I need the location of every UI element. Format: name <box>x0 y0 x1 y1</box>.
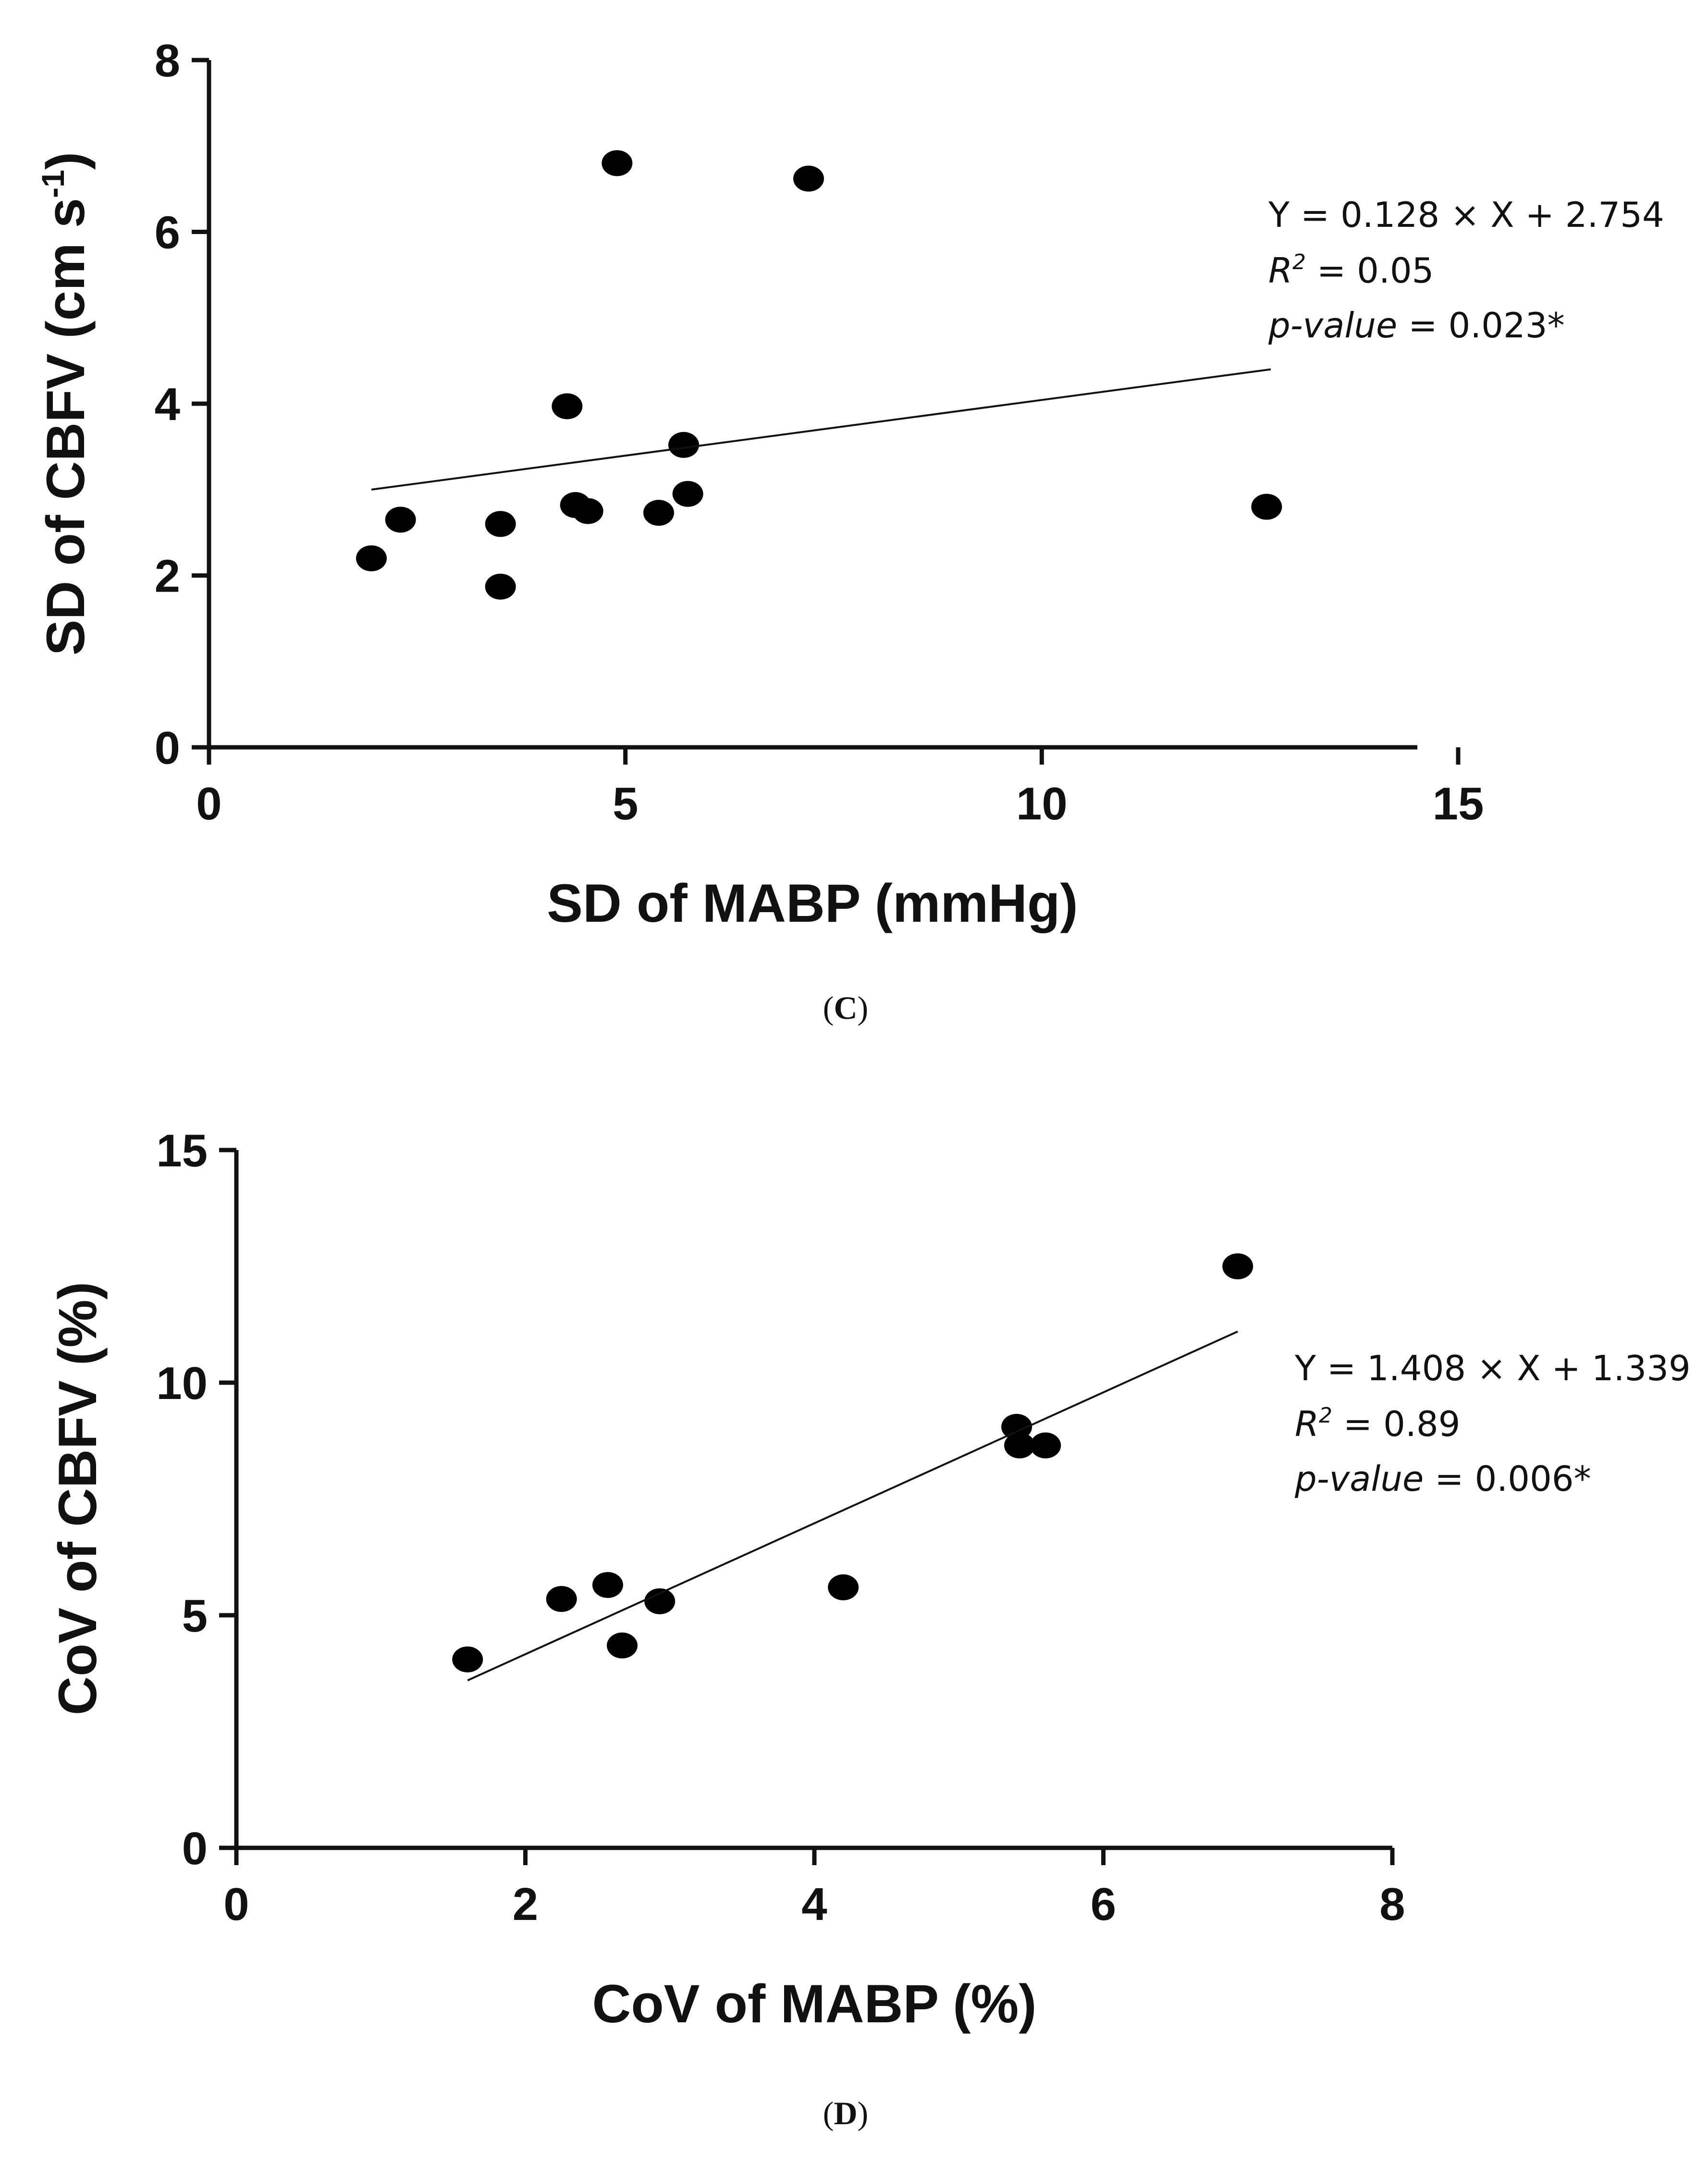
c-y-tick-label-8: 8 <box>155 35 180 87</box>
d-r-squared-label: R <box>1295 1404 1319 1444</box>
d-regression-annotation: Y = 1.408 × X + 1.339 R2 = 0.89 p-value … <box>1294 1348 1691 1499</box>
c-p-value-value: = 0.023* <box>1397 305 1564 346</box>
d-equation: Y = 1.408 × X + 1.339 <box>1294 1348 1691 1388</box>
c-data-point-11 <box>672 481 703 507</box>
d-data-point-6 <box>828 1574 859 1600</box>
c-panel-label: (C) <box>823 990 868 1026</box>
d-data-point-2 <box>546 1586 577 1612</box>
d-x-axis-title: CoV of MABP (%) <box>592 1974 1037 2034</box>
c-r-squared-sup: 2 <box>1292 250 1306 274</box>
c-r-squared: R2 = 0.05 <box>1268 250 1434 291</box>
c-p-value-label: p-value <box>1268 305 1397 346</box>
d-x-tick-label-0: 0 <box>223 1879 249 1930</box>
d-data-point-3 <box>592 1572 623 1598</box>
c-x-tick-label-10: 10 <box>1016 778 1068 829</box>
c-r-squared-label: R <box>1268 250 1292 291</box>
c-p-value: p-value = 0.023* <box>1268 305 1565 346</box>
d-r-squared-sup: 2 <box>1319 1403 1332 1428</box>
c-data-points <box>356 150 1282 600</box>
c-data-point-4 <box>485 573 516 600</box>
c-axis-ticks: 0 5 10 15 0 2 4 6 8 <box>155 35 1484 829</box>
d-r-squared-value: = 0.89 <box>1332 1404 1460 1444</box>
d-data-points <box>452 1253 1253 1672</box>
d-data-point-9 <box>1030 1432 1061 1459</box>
c-data-point-9 <box>643 500 674 526</box>
c-y-tick-label-2: 2 <box>155 551 180 602</box>
c-y-axis-title: SD of CBFV (cm s-1) <box>35 152 96 656</box>
c-data-point-8 <box>602 150 633 176</box>
d-data-point-1 <box>452 1646 483 1672</box>
c-regression-line <box>371 368 1271 491</box>
d-data-point-5 <box>644 1588 676 1614</box>
d-p-value-value: = 0.006* <box>1424 1459 1591 1499</box>
c-y-axis-title-main: SD of CBFV (cm s <box>36 198 96 656</box>
c-y-tick-label-4: 4 <box>155 379 180 430</box>
c-data-point-12 <box>793 165 824 192</box>
d-regression-line <box>467 1330 1239 1682</box>
c-y-axis-title-superscript: -1 <box>35 170 71 198</box>
d-panel-letter: D <box>834 2095 857 2131</box>
c-data-point-1 <box>356 545 387 571</box>
c-data-point-3 <box>485 511 516 537</box>
d-x-tick-label-8: 8 <box>1379 1879 1405 1930</box>
c-data-point-13 <box>1251 494 1282 520</box>
d-x-tick-label-4: 4 <box>801 1879 827 1930</box>
d-r-squared: R2 = 0.89 <box>1295 1403 1460 1444</box>
d-x-tick-label-6: 6 <box>1091 1879 1116 1930</box>
d-x-tick-label-2: 2 <box>513 1879 538 1930</box>
c-panel-letter: C <box>834 990 857 1026</box>
d-y-tick-label-15: 15 <box>156 1125 208 1176</box>
d-data-point-8 <box>1004 1432 1035 1459</box>
c-equation: Y = 0.128 × X + 2.754 <box>1268 195 1664 235</box>
d-y-axis-title: CoV of CBFV (%) <box>48 1282 108 1715</box>
d-p-value-label: p-value <box>1294 1459 1424 1499</box>
panel-c-scatter-chart: 0 5 10 15 0 2 4 6 8 SD of MABP (mmHg) SD of CBFV… <box>35 35 1664 1026</box>
panel-d-scatter-chart: 0 2 4 6 8 0 5 10 15 CoV of MABP (%) CoV of CBFV … <box>48 1125 1691 2131</box>
d-axis-ticks: 0 2 4 6 8 0 5 10 15 <box>156 1125 1405 1930</box>
d-data-point-10 <box>1222 1253 1253 1279</box>
c-r-squared-value: = 0.05 <box>1306 250 1434 291</box>
c-x-axis-title: SD of MABP (mmHg) <box>547 873 1078 933</box>
d-y-tick-label-10: 10 <box>156 1358 208 1409</box>
d-data-point-4 <box>607 1632 638 1659</box>
d-panel-label: (D) <box>823 2095 868 2131</box>
c-data-point-5 <box>552 393 583 420</box>
c-y-axis-title-close: ) <box>36 152 96 170</box>
d-y-tick-label-5: 5 <box>182 1590 208 1642</box>
d-y-tick-label-0: 0 <box>182 1823 208 1874</box>
c-x-tick-label-0: 0 <box>196 778 221 829</box>
c-x-tick-label-5: 5 <box>613 778 638 829</box>
c-regression-annotation: Y = 0.128 × X + 2.754 R2 = 0.05 p-value … <box>1268 195 1664 346</box>
c-y-tick-label-6: 6 <box>155 207 180 259</box>
c-y-tick-label-0: 0 <box>155 722 180 774</box>
c-x-tick-label-15: 15 <box>1433 778 1484 829</box>
d-p-value: p-value = 0.006* <box>1294 1459 1591 1499</box>
c-data-point-2 <box>385 507 416 533</box>
c-data-point-10 <box>668 432 699 458</box>
c-data-point-7 <box>572 498 603 524</box>
